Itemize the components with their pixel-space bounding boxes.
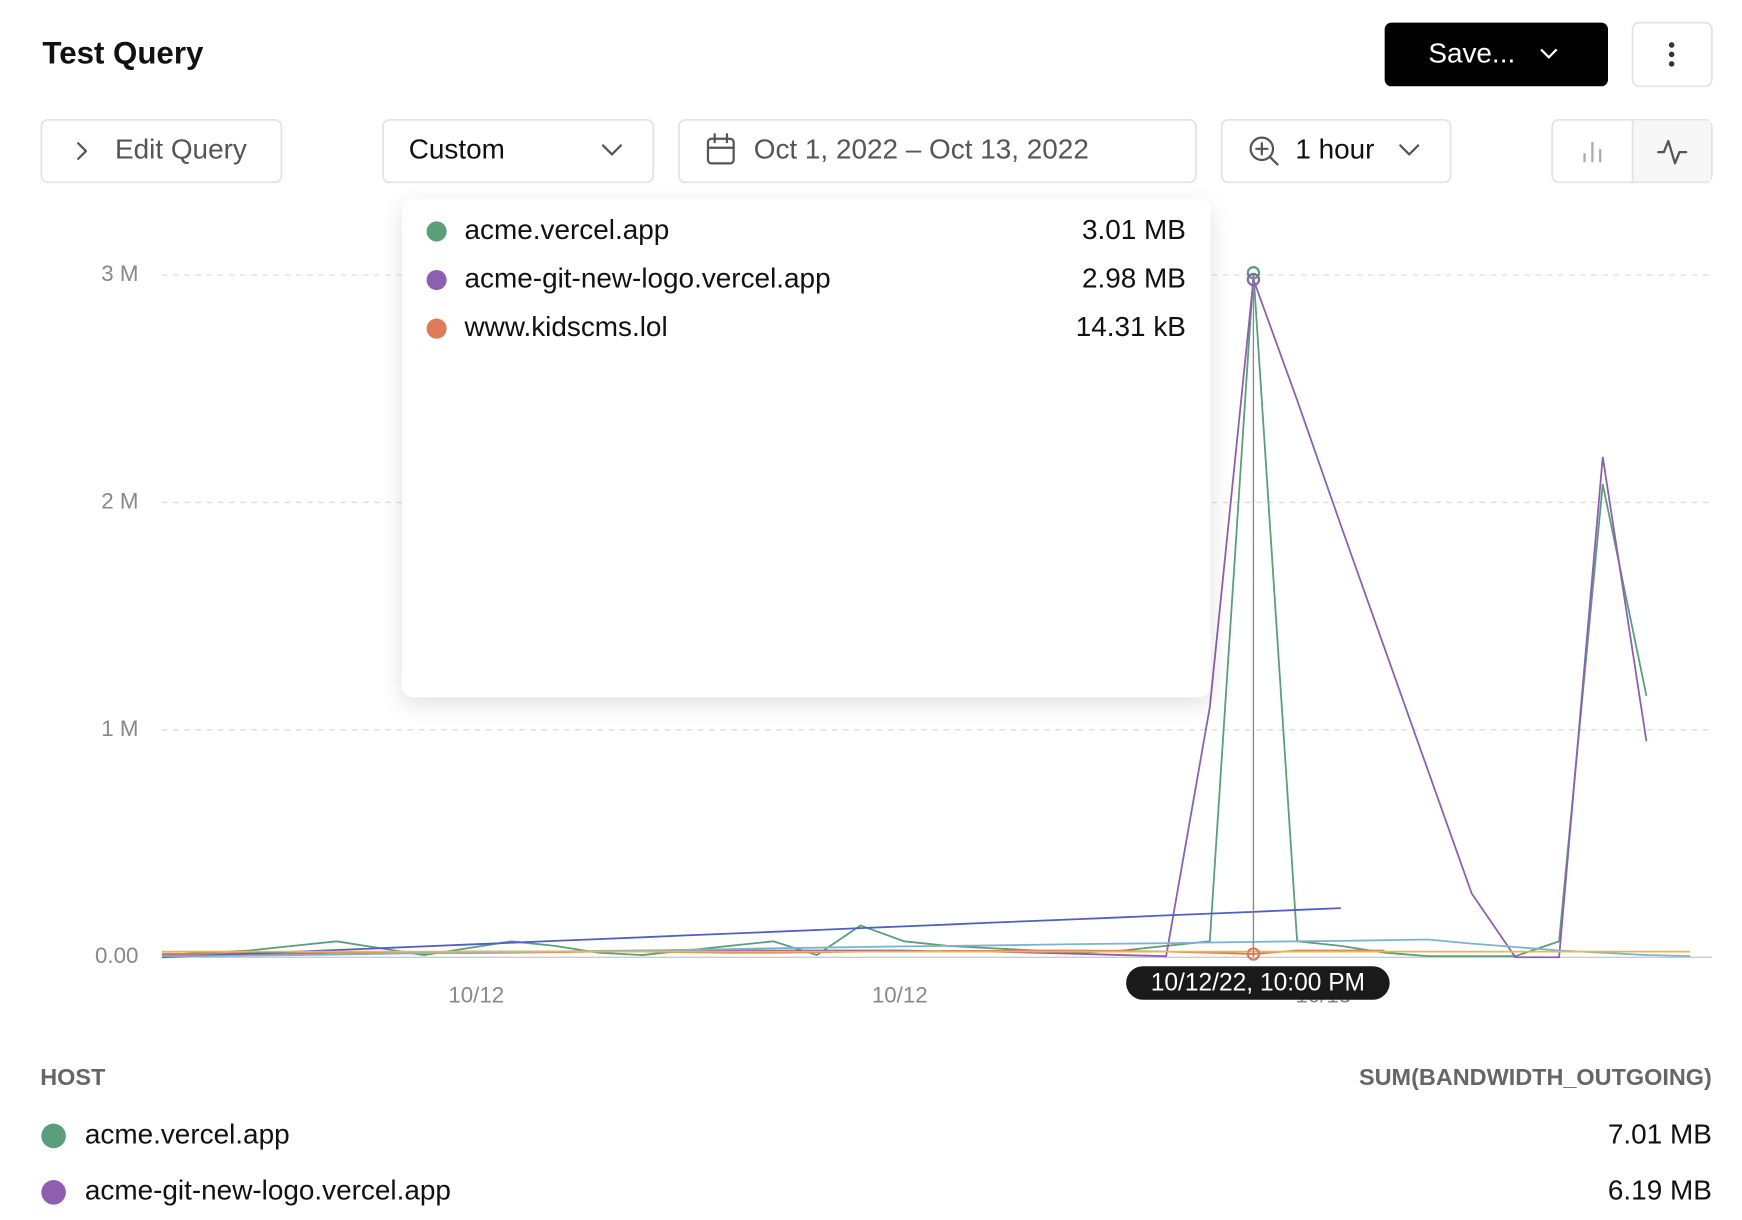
more-button[interactable] xyxy=(1631,21,1713,88)
row-dot xyxy=(41,1123,66,1149)
host-name: acme-git-new-logo.vercel.app xyxy=(85,1175,451,1206)
preset-select[interactable]: Custom xyxy=(382,118,655,184)
y-tick-label: 3 M xyxy=(101,261,138,286)
legend-dot xyxy=(426,269,447,291)
save-label: Save... xyxy=(1428,37,1515,68)
crosshair-badge xyxy=(1126,966,1390,1000)
tooltip-panel xyxy=(402,199,1211,698)
host-name: acme.vercel.app xyxy=(85,1118,290,1149)
line-chart-toggle[interactable] xyxy=(1631,120,1711,182)
row-dot xyxy=(41,1180,66,1205)
table-header: HOST xyxy=(40,1064,106,1090)
tooltip-series-name: www.kidscms.lol xyxy=(464,311,668,342)
hover-point xyxy=(1246,947,1261,961)
y-tick-label: 0.00 xyxy=(95,943,138,968)
hover-point xyxy=(1246,272,1261,287)
preset-label: Custom xyxy=(409,133,505,164)
date-range-picker[interactable]: Oct 1, 2022 – Oct 13, 2022 xyxy=(678,118,1197,184)
tooltip-value: 2.98 MB xyxy=(1082,262,1186,293)
series-line xyxy=(161,907,1341,959)
bar-chart-toggle[interactable] xyxy=(1583,142,1602,163)
x-tick-label: 10/12 xyxy=(448,982,504,1007)
tooltip-series-name: acme.vercel.app xyxy=(465,214,670,245)
series-line xyxy=(161,938,1691,958)
legend-dot xyxy=(426,221,447,242)
granularity-select[interactable]: 1 hour xyxy=(1220,118,1452,184)
x-tick-label: 10/12 xyxy=(872,982,928,1007)
granularity-label: 1 hour xyxy=(1295,133,1374,164)
tooltip-value: 14.31 kB xyxy=(1076,311,1186,342)
bandwidth-value: 6.19 MB xyxy=(1608,1175,1712,1206)
page-title: Test Query xyxy=(42,35,204,70)
table: acme.vercel.app 7.01 MB acme-git-new-logo.… xyxy=(41,1118,1712,1206)
chart-type-toggle xyxy=(1551,118,1713,184)
y-tick-label: 1 M xyxy=(101,716,138,741)
edit-query-label: Edit Query xyxy=(115,133,247,164)
tooltip: acme.vercel.app 3.01 MB acme-git-new-logo.… xyxy=(402,199,1211,698)
crosshair-label: 10/12/22, 10:00 PM xyxy=(1151,970,1365,997)
table-header: SUM(BANDWIDTH_OUTGOING) xyxy=(1359,1064,1712,1090)
date-range-label: Oct 1, 2022 – Oct 13, 2022 xyxy=(754,133,1089,164)
chart: 0.001 M2 M3 M10/1210/1210/13acme.vercel.… xyxy=(95,199,1712,1007)
tooltip-value: 3.01 MB xyxy=(1082,214,1186,245)
tooltip-series-name: acme-git-new-logo.vercel.app xyxy=(465,262,831,293)
y-tick-label: 2 M xyxy=(101,488,138,513)
legend-dot xyxy=(426,318,447,339)
save-button[interactable]: Save... xyxy=(1384,22,1608,87)
bandwidth-value: 7.01 MB xyxy=(1608,1118,1712,1149)
hover-point xyxy=(1246,266,1261,280)
edit-query-button[interactable]: Edit Query xyxy=(40,118,283,184)
